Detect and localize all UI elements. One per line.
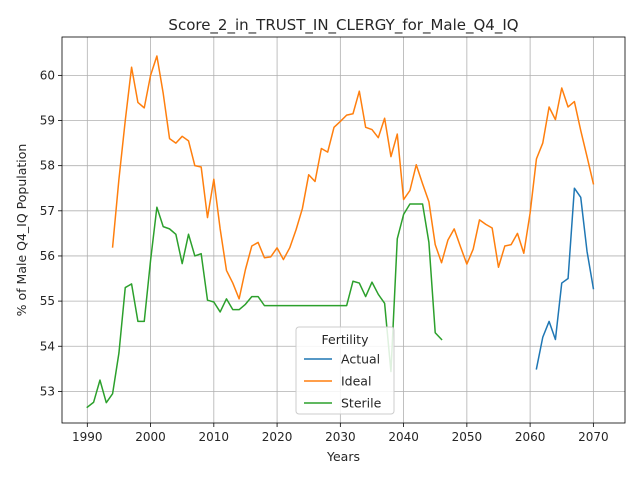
x-tick-label: 2000 [135,430,166,444]
x-axis-title: Years [326,449,360,464]
x-tick-label: 2050 [452,430,483,444]
y-tick-label: 57 [40,204,55,218]
x-tick-label: 2060 [515,430,546,444]
plot-frame [61,36,626,424]
legend-title: Fertility [322,332,370,347]
legend-label-sterile: Sterile [341,396,382,411]
x-tick-label: 2030 [325,430,356,444]
legend: Fertility Actual Ideal Sterile [295,326,395,415]
series-line-actual [535,187,595,370]
legend-label-ideal: Ideal [341,374,371,389]
x-tick-label: 2040 [388,430,419,444]
y-tick-label: 58 [40,159,55,173]
y-axis-title: % of Male Q4_IQ Population [14,144,29,317]
series-line-ideal [111,55,595,300]
chart-title: Score_2_in_TRUST_IN_CLERGY_for_Male_Q4_I… [168,16,518,35]
x-tick-label: 2070 [578,430,609,444]
y-tick-label: 56 [40,249,55,263]
y-tick-label: 53 [40,384,55,398]
y-tick-label: 59 [40,114,55,128]
y-tick-label: 60 [40,68,55,82]
axis-ticks: 1990 2000 2010 2020 2030 2040 2050 2060 2070 53 54… [40,68,609,444]
x-tick-label: 2010 [199,430,230,444]
y-tick-label: 54 [40,339,55,353]
legend-box [295,326,395,415]
series-lines [86,55,595,409]
x-tick-label: 2020 [262,430,293,444]
x-tick-label: 1990 [72,430,103,444]
legend-label-actual: Actual [341,352,380,367]
series-line-sterile [86,203,443,409]
y-tick-label: 55 [40,294,55,308]
